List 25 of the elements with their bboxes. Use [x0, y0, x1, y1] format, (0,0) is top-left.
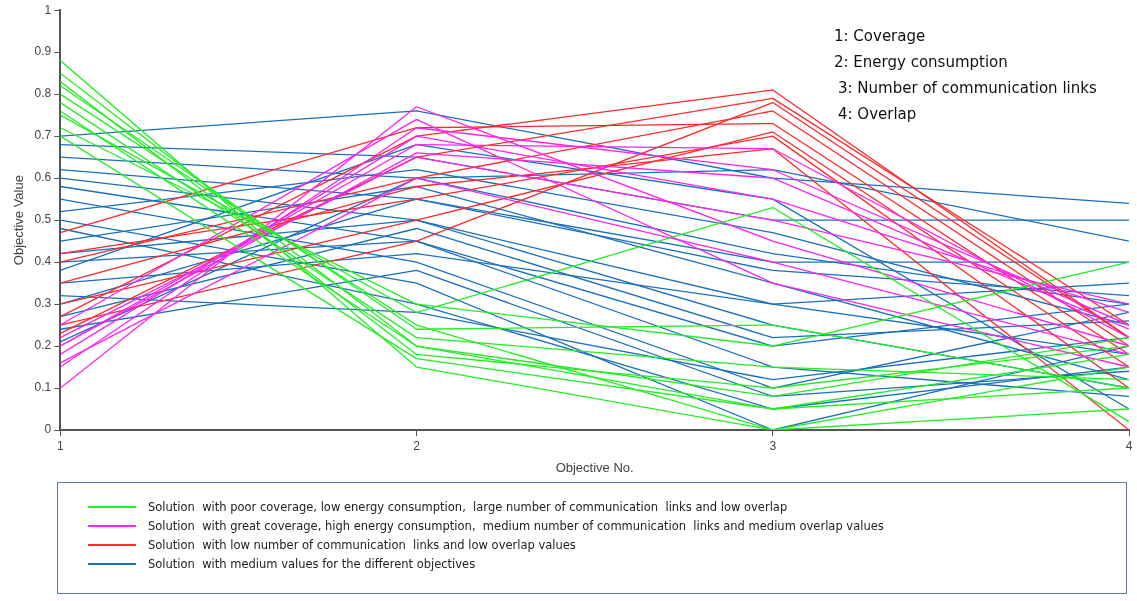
y-tick-label: 0.9 — [34, 44, 52, 59]
y-tick-label: 0.2 — [34, 338, 52, 353]
y-tick-label: 0.5 — [34, 212, 52, 227]
y-tick-label: 0.1 — [34, 380, 52, 395]
annotation: 3: Number of communication links — [838, 79, 1097, 98]
x-tick-label: 4 — [1125, 438, 1133, 453]
legend-label: Solution with poor coverage, low energy consumption, large number of communication links and low overlap — [148, 499, 788, 514]
y-tick-label: 0.6 — [34, 170, 52, 185]
y-axis-title: Objective Value — [11, 175, 27, 266]
x-axis-title: Objective No. — [555, 459, 634, 475]
y-tick-label: 0.4 — [34, 254, 52, 269]
y-tick-label: 0.7 — [34, 128, 52, 143]
x-tick-label: 3 — [769, 438, 777, 453]
legend-label: Solution with great coverage, high energy consumption, medium number of communication links and medium overlap values — [148, 518, 884, 533]
y-tick-label: 0.3 — [34, 296, 52, 311]
y-tick-label: 0.8 — [34, 86, 52, 101]
legend-label: Solution with low number of communication links and low overlap values — [148, 537, 576, 552]
y-tick-label: 1 — [44, 2, 52, 17]
x-tick-label: 1 — [56, 438, 64, 453]
annotation: 1: Coverage — [834, 27, 926, 46]
legend-label: Solution with medium values for the different objectives — [148, 556, 476, 571]
annotation: 2: Energy consumption — [834, 53, 1008, 72]
y-tick-label: 0 — [44, 422, 52, 437]
annotation: 4: Overlap — [838, 105, 917, 124]
x-tick-label: 2 — [413, 438, 421, 453]
